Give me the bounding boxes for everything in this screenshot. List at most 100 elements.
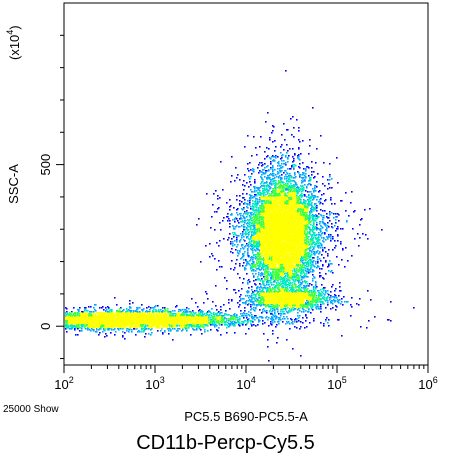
data-point xyxy=(153,309,155,311)
data-point xyxy=(178,319,180,321)
data-point xyxy=(297,220,299,222)
data-point xyxy=(149,312,151,314)
data-point xyxy=(279,260,281,262)
data-point xyxy=(266,265,268,267)
data-point xyxy=(177,317,179,319)
data-point xyxy=(286,273,288,275)
data-point xyxy=(285,224,287,226)
data-point xyxy=(89,318,91,320)
data-point xyxy=(291,276,293,278)
data-point xyxy=(152,321,154,323)
data-point xyxy=(284,213,286,215)
data-point xyxy=(171,322,173,324)
data-point xyxy=(295,210,297,212)
data-point xyxy=(266,227,268,229)
data-point xyxy=(277,242,279,244)
data-point xyxy=(275,261,277,263)
data-point xyxy=(295,212,297,214)
data-point xyxy=(196,314,198,316)
data-point xyxy=(85,322,87,324)
data-point xyxy=(272,237,274,239)
data-point xyxy=(189,315,191,317)
data-point xyxy=(279,245,281,247)
data-point xyxy=(307,245,309,247)
data-point xyxy=(291,247,293,249)
data-point xyxy=(153,311,155,313)
data-point xyxy=(80,327,82,329)
data-point xyxy=(259,201,261,203)
data-point xyxy=(132,320,134,322)
data-point xyxy=(291,220,293,222)
data-point xyxy=(297,209,299,211)
data-point xyxy=(197,316,199,318)
data-point xyxy=(120,314,122,316)
data-point xyxy=(243,239,245,241)
data-point xyxy=(237,244,239,246)
data-point xyxy=(149,318,151,320)
data-point xyxy=(114,316,116,318)
data-point xyxy=(253,232,255,234)
data-point xyxy=(298,200,300,202)
data-point xyxy=(120,315,122,317)
data-point xyxy=(73,325,75,327)
data-point xyxy=(70,316,72,318)
data-point xyxy=(254,231,256,233)
data-point xyxy=(212,321,214,323)
data-point xyxy=(229,223,231,225)
data-point xyxy=(275,220,277,222)
data-point xyxy=(278,227,280,229)
data-point xyxy=(250,197,252,199)
data-point xyxy=(87,312,89,314)
data-point xyxy=(267,236,269,238)
data-point xyxy=(270,298,272,300)
data-point xyxy=(133,317,135,319)
data-point xyxy=(297,187,299,189)
data-point xyxy=(273,284,275,286)
data-point xyxy=(140,314,142,316)
data-point xyxy=(125,313,127,315)
data-point xyxy=(310,177,312,179)
data-point xyxy=(68,319,70,321)
data-point xyxy=(278,242,280,244)
data-point xyxy=(125,322,127,324)
data-point xyxy=(284,201,286,203)
data-point xyxy=(298,229,300,231)
data-point xyxy=(71,314,73,316)
data-point xyxy=(212,317,214,319)
data-point xyxy=(261,252,263,254)
data-point xyxy=(288,241,290,243)
data-point xyxy=(290,245,292,247)
data-point xyxy=(262,317,264,319)
data-point xyxy=(292,193,294,195)
data-point xyxy=(278,212,280,214)
data-point xyxy=(305,225,307,227)
data-point xyxy=(230,324,232,326)
data-point xyxy=(163,324,165,326)
data-point xyxy=(298,278,300,280)
data-point xyxy=(251,256,253,258)
data-point xyxy=(129,318,131,320)
data-point xyxy=(280,246,282,248)
data-point xyxy=(278,191,280,193)
data-point xyxy=(175,306,177,308)
data-point xyxy=(189,318,191,320)
data-point xyxy=(294,267,296,269)
data-point xyxy=(287,294,289,296)
data-point xyxy=(298,234,300,236)
data-point xyxy=(88,313,90,315)
data-point xyxy=(292,236,294,238)
data-point xyxy=(119,315,121,317)
data-point xyxy=(234,218,236,220)
data-point xyxy=(281,308,283,310)
data-point xyxy=(132,302,134,304)
data-point xyxy=(288,230,290,232)
data-point xyxy=(231,319,233,321)
data-point xyxy=(287,247,289,249)
data-point xyxy=(273,223,275,225)
data-point xyxy=(254,245,256,247)
data-point xyxy=(264,292,266,294)
data-point xyxy=(267,261,269,263)
data-point xyxy=(104,328,106,330)
data-point xyxy=(98,320,100,322)
data-point xyxy=(269,254,271,256)
